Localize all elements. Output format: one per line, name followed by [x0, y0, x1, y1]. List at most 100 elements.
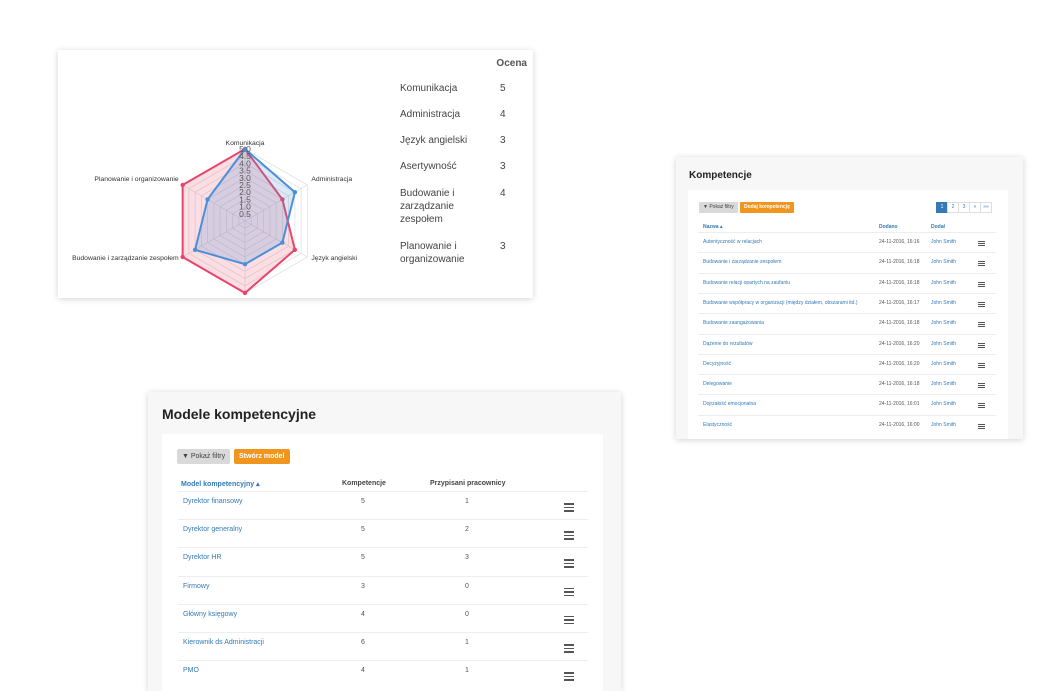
hamburger-menu-icon[interactable] [978, 383, 985, 389]
hamburger-menu-icon[interactable] [564, 503, 574, 514]
added-date: 24-11-2016, 16:16 [879, 239, 920, 245]
table-row: Decyzyjność 24-11-2016, 16:20 John Smith [698, 353, 996, 374]
competence-link[interactable]: Decyzyjność [703, 360, 732, 367]
hamburger-menu-icon[interactable] [978, 281, 985, 288]
radar-spoke [182, 220, 246, 258]
hamburger-menu-icon[interactable] [978, 403, 985, 409]
radar-tick-label: 0.5 [239, 209, 251, 219]
added-date: 24-11-2016, 16:18 [879, 381, 920, 388]
competence-count: 5 [361, 498, 365, 505]
show-filters-button[interactable]: ▼ Pokaż filtry [699, 202, 738, 213]
author-link[interactable]: John Smith [931, 279, 957, 286]
hamburger-menu-icon[interactable] [564, 559, 574, 570]
radar-category-label: Administracja [311, 176, 352, 183]
radar-series-point [180, 182, 185, 188]
added-date: 24-11-2016, 16:18 [879, 259, 920, 266]
score-value: 5 [500, 83, 506, 94]
hamburger-menu-icon[interactable] [564, 587, 574, 599]
model-link[interactable]: Dyrektor HR [183, 554, 222, 562]
score-label: Administracja [400, 109, 461, 120]
column-header-name[interactable]: Nazwa ▴ [703, 224, 723, 230]
column-header-by[interactable]: Dodał [931, 224, 945, 230]
added-date: 24-11-2016, 16:01 [879, 401, 920, 408]
show-filters-button[interactable]: ▼ Pokaż filtry [177, 449, 231, 464]
competence-link[interactable]: Dojrzałość emocjonalna [703, 401, 757, 408]
radar-chart-card: 0.5 1.0 1.5 2.0 2.5 3.0 3.5 4.0 4.5 5.0 Komunikacj… [58, 50, 533, 298]
author-link[interactable]: John Smith [931, 421, 957, 428]
competence-count: 4 [361, 667, 365, 675]
radar-category-label: Komunikacja [226, 140, 265, 147]
radar-tick-label: 2.0 [239, 187, 251, 197]
model-link[interactable]: Kierownik ds Administracji [183, 639, 264, 646]
kompetencje-table-container: ▼ Pokaż filtry Dodaj kompetencję 1 2 3 »… [688, 190, 1008, 439]
author-link[interactable]: John Smith [931, 259, 957, 266]
hamburger-menu-icon[interactable] [564, 531, 574, 542]
table-row: Elastyczność 24-11-2016, 16:00 John Smith [698, 414, 996, 435]
hamburger-menu-icon[interactable] [564, 644, 574, 655]
author-link[interactable]: John Smith [931, 239, 957, 245]
author-link[interactable]: John Smith [931, 360, 957, 367]
competence-link[interactable]: Budowanie zaangażowania [703, 320, 764, 327]
hamburger-menu-icon[interactable] [978, 241, 985, 247]
competence-count: 4 [361, 610, 365, 618]
radar-category-label: Język angielski [311, 255, 357, 262]
author-link[interactable]: John Smith [931, 320, 957, 327]
model-link[interactable]: Główny księgowy [183, 610, 238, 618]
radar-series-point [192, 247, 198, 252]
hamburger-menu-icon[interactable] [978, 261, 985, 267]
competence-link[interactable]: Autentyczność w relacjach [703, 239, 762, 245]
author-link[interactable]: John Smith [931, 340, 957, 347]
model-link[interactable]: Dyrektor finansowy [183, 498, 243, 505]
model-link[interactable]: Firmowy [183, 582, 210, 590]
author-link[interactable]: John Smith [931, 401, 957, 408]
employee-count: 1 [465, 498, 469, 505]
radar-series-point [292, 190, 298, 195]
competence-count: 6 [361, 639, 365, 646]
competence-link[interactable]: Budowanie relacji opartych na zaufaniu [703, 279, 790, 286]
competence-link[interactable]: Budowanie współpracy w organizacji (międ… [703, 299, 858, 306]
model-link[interactable]: Dyrektor generalny [183, 526, 243, 534]
table-row: Dyrektor generalny 5 2 [178, 519, 588, 547]
create-model-button[interactable]: Stwórz model [234, 449, 290, 464]
hamburger-menu-icon[interactable] [978, 362, 985, 369]
table-row: PMO 4 1 [178, 660, 588, 688]
column-header-model[interactable]: Model kompetencyjny ▴ [181, 481, 260, 488]
hamburger-menu-icon[interactable] [564, 672, 574, 683]
table-row: Budowanie relacji opartych na zaufaniu 24… [698, 272, 996, 293]
competence-link[interactable]: Delegowanie [703, 381, 732, 388]
radar-series-point [205, 197, 210, 202]
modele-panel: Modele kompetencyjne ▼ Pokaż filtry Stwó… [148, 392, 621, 691]
add-competence-button[interactable]: Dodaj kompetencję [740, 202, 794, 213]
competence-link[interactable]: Elastyczność [703, 421, 733, 428]
competence-link[interactable]: Budowanie i zarządzanie zespołem [703, 259, 782, 266]
table-row: Delegowanie 24-11-2016, 16:18 John Smith [698, 374, 996, 394]
added-date: 24-11-2016, 16:18 [879, 320, 920, 327]
table-row: Autentyczność w relacjach 24-11-2016, 16:… [698, 232, 996, 252]
hamburger-menu-icon[interactable] [564, 615, 574, 627]
radar-series-point [292, 247, 298, 252]
hamburger-menu-icon[interactable] [978, 301, 985, 308]
radar-tick-label: 2.5 [239, 180, 251, 190]
radar-spoke [244, 220, 308, 258]
table-row: Dojrzałość emocjonalna 24-11-2016, 16:01 J… [698, 394, 996, 414]
competence-count: 3 [361, 582, 365, 590]
modele-table-container: ▼ Pokaż filtry Stwórz model Model kompet… [162, 434, 603, 691]
model-link[interactable]: PMO [183, 667, 199, 675]
column-header-employees: Przypisani pracownicy [430, 480, 506, 487]
table-row: Budowanie i zarządzanie zespołem 24-11-20… [698, 252, 996, 272]
competence-link[interactable]: Dążenie do rezultatów [703, 340, 753, 347]
added-date: 24-11-2016, 16:20 [879, 360, 920, 367]
hamburger-menu-icon[interactable] [978, 423, 985, 430]
radar-tick-label: 5.0 [239, 144, 251, 154]
kompetencje-panel: Kompetencje ▼ Pokaż filtry Dodaj kompete… [676, 157, 1023, 439]
employee-count: 0 [465, 582, 469, 590]
author-link[interactable]: John Smith [931, 381, 957, 388]
last-page-button[interactable]: »» [980, 202, 992, 213]
radar-tick-label: 4.5 [239, 151, 251, 161]
column-header-added[interactable]: Dodano [879, 224, 898, 230]
added-date: 24-11-2016, 16:17 [879, 299, 920, 306]
author-link[interactable]: John Smith [931, 299, 957, 306]
hamburger-menu-icon[interactable] [978, 322, 985, 328]
hamburger-menu-icon[interactable] [978, 342, 985, 349]
score-header: Ocena [496, 58, 527, 69]
